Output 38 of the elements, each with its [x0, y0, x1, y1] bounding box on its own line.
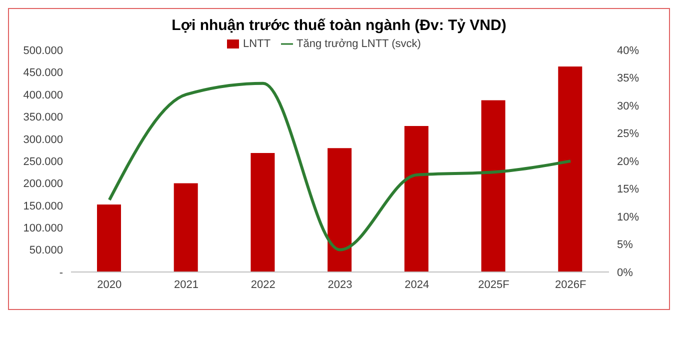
bar — [404, 126, 428, 272]
y2-tick-label: 40% — [617, 45, 640, 57]
y2-tick-label: 10% — [617, 211, 640, 224]
y-tick-label: 100.000 — [23, 222, 63, 235]
x-tick-label: 2022 — [250, 278, 276, 291]
x-tick-label: 2025F — [478, 278, 510, 291]
line-series — [108, 82, 572, 252]
x-tick-label: 2024 — [404, 278, 430, 291]
y-tick-label: 500.000 — [23, 45, 63, 57]
y-tick-label: - — [59, 266, 64, 279]
y2-tick-label: 5% — [617, 239, 634, 252]
y-tick-label: 50.000 — [29, 244, 63, 257]
x-tick-label: 2023 — [328, 278, 352, 291]
y2-tick-label: 20% — [617, 156, 640, 168]
x-tick-label: 2020 — [97, 278, 122, 291]
y-tick-label: 250.000 — [23, 156, 63, 168]
y-tick-label: 450.000 — [23, 67, 63, 80]
x-tick-label: 2021 — [174, 278, 199, 291]
legend-label: LNTT — [243, 38, 271, 50]
bar — [558, 66, 582, 272]
y2-tick-label: 25% — [617, 128, 640, 140]
y-tick-label: 200.000 — [23, 178, 63, 190]
y-tick-label: 150.000 — [23, 200, 63, 212]
bar — [97, 204, 121, 272]
legend-label: Tăng trưởng LNTT (svck) — [296, 38, 421, 50]
chart-title: Lợi nhuận trước thuế toàn ngành (Đv: Tỷ VND) — [170, 17, 508, 34]
y-tick-label: 300.000 — [23, 134, 63, 146]
y2-tick-label: 15% — [617, 184, 640, 196]
bar — [250, 153, 275, 272]
bar — [174, 183, 198, 272]
y2-tick-label: 0% — [617, 266, 634, 279]
x-tick-label: 2026F — [554, 278, 586, 291]
bar — [328, 148, 352, 272]
y2-tick-label: 35% — [617, 72, 640, 85]
bar — [481, 100, 506, 272]
y2-tick-label: 30% — [617, 100, 640, 112]
y-tick-label: 400.000 — [23, 89, 63, 102]
y-tick-label: 350.000 — [23, 112, 63, 124]
